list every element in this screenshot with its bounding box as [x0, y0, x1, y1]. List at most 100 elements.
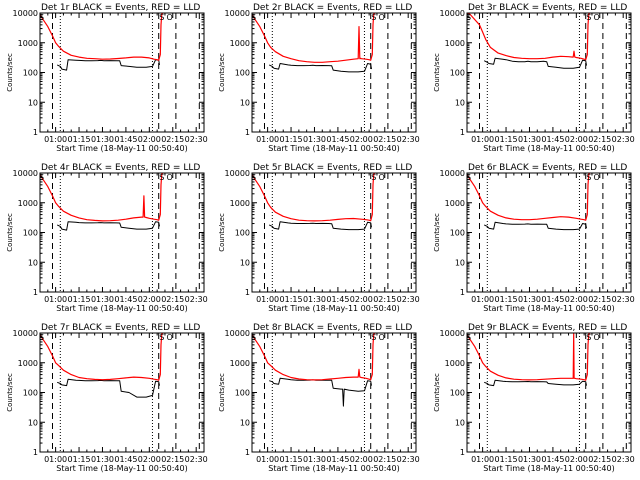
y-tick-label: 1: [245, 128, 250, 137]
y-tick-label: 1: [245, 288, 250, 297]
x-tick-label: 02:30: [185, 295, 208, 304]
y-tick-label: 100: [235, 69, 250, 78]
x-tick-label: 02:00: [138, 135, 161, 144]
y-tick-label: 1000: [230, 359, 250, 368]
panel-title: Det 7r BLACK = Events, RED = LLD: [41, 323, 200, 333]
x-tick-label: 01:30: [91, 295, 114, 304]
x-tick-label: 01:45: [114, 455, 137, 464]
series-group: [40, 173, 164, 231]
y-tick-label: 10: [240, 98, 250, 107]
x-axis-label: Start Time (18-May-11 00:50:40): [56, 464, 187, 473]
plot-frame: [466, 12, 632, 133]
y-tick-label: 10: [240, 418, 250, 427]
y-tick-label: 1000: [445, 39, 465, 48]
annotation-marker: O: [378, 173, 384, 182]
x-tick-label: 02:15: [161, 455, 184, 464]
y-tick-label: 1000: [18, 199, 38, 208]
panel-title: Det 8r BLACK = Events, RED = LLD: [253, 323, 412, 333]
annotation-marker: O: [593, 13, 599, 22]
y-axis-label: Counts/sec: [218, 213, 226, 252]
series-line-lld: [252, 173, 376, 222]
y-tick-label: 10: [455, 98, 465, 107]
x-tick-label: 02:00: [350, 295, 373, 304]
y-tick-label: 10000: [440, 169, 465, 178]
x-axis-label: Start Time (18-May-11 00:50:40): [483, 464, 614, 473]
y-axis-label: Counts/sec: [218, 373, 226, 412]
x-tick-label: 01:00: [471, 135, 494, 144]
x-tick-label: 01:00: [256, 455, 279, 464]
annotation-marker: S: [586, 13, 591, 22]
x-tick-label: 02:00: [565, 135, 588, 144]
y-axis-label: Counts/sec: [433, 213, 441, 252]
x-tick-label: 01:00: [471, 295, 494, 304]
x-tick-label: 01:45: [326, 135, 349, 144]
annotation-marker: O: [378, 13, 384, 22]
y-tick-label: 100: [23, 229, 38, 238]
y-tick-label: 10000: [440, 329, 465, 338]
y-tick-label: 100: [23, 69, 38, 78]
plot-frame: [466, 172, 632, 293]
panel-title: Det 1r BLACK = Events, RED = LLD: [41, 3, 200, 13]
x-tick-label: 01:15: [495, 135, 518, 144]
y-tick-label: 1000: [445, 199, 465, 208]
series-line-events: [268, 221, 372, 231]
y-axis-label: Counts/sec: [6, 53, 14, 92]
x-tick-label: 02:00: [350, 135, 373, 144]
x-tick-label: 02:15: [161, 135, 184, 144]
annotation-marker: S: [586, 333, 591, 342]
series-group: [40, 333, 164, 398]
x-tick-label: 01:30: [518, 135, 541, 144]
annotation-marker: O: [166, 13, 172, 22]
x-tick-label: 02:15: [373, 455, 396, 464]
y-tick-label: 1000: [230, 199, 250, 208]
series-group: [467, 13, 591, 69]
x-tick-label: 01:00: [44, 455, 67, 464]
y-tick-label: 10: [28, 418, 38, 427]
annotation-marker: S: [159, 13, 164, 22]
y-axis-label: Counts/sec: [218, 53, 226, 92]
series-group: [252, 13, 376, 73]
series-line-lld: [467, 173, 591, 221]
y-tick-label: 10: [28, 258, 38, 267]
annotation-marker: S: [371, 13, 376, 22]
annotation-marker: S: [159, 333, 164, 342]
y-tick-label: 1: [33, 448, 38, 457]
y-axis-label: Counts/sec: [433, 53, 441, 92]
annotation-marker: S: [159, 173, 164, 182]
x-tick-label: 01:30: [518, 455, 541, 464]
y-tick-label: 1000: [445, 359, 465, 368]
x-tick-label: 02:30: [397, 295, 420, 304]
series-line-events: [483, 221, 587, 231]
x-tick-label: 01:45: [326, 295, 349, 304]
plot-frame: [39, 332, 205, 453]
y-tick-label: 100: [23, 389, 38, 398]
x-tick-label: 01:15: [280, 455, 303, 464]
x-tick-label: 01:15: [495, 295, 518, 304]
y-tick-label: 10000: [13, 9, 38, 18]
series-line-lld: [467, 13, 591, 61]
series-group: [467, 333, 591, 387]
series-line-events: [57, 378, 160, 398]
y-tick-label: 10000: [225, 329, 250, 338]
y-tick-label: 1: [33, 128, 38, 137]
x-tick-label: 01:30: [518, 295, 541, 304]
x-axis-label: Start Time (18-May-11 00:50:40): [56, 304, 187, 313]
series-line-lld: [467, 333, 591, 381]
y-tick-label: 1: [33, 288, 38, 297]
series-group: [467, 173, 591, 231]
y-tick-label: 1: [460, 288, 465, 297]
x-tick-label: 02:30: [397, 135, 420, 144]
x-axis-label: Start Time (18-May-11 00:50:40): [268, 304, 399, 313]
x-tick-label: 02:00: [138, 455, 161, 464]
y-tick-label: 1: [460, 128, 465, 137]
y-tick-label: 100: [235, 229, 250, 238]
x-tick-label: 01:30: [91, 455, 114, 464]
x-tick-label: 01:00: [256, 295, 279, 304]
